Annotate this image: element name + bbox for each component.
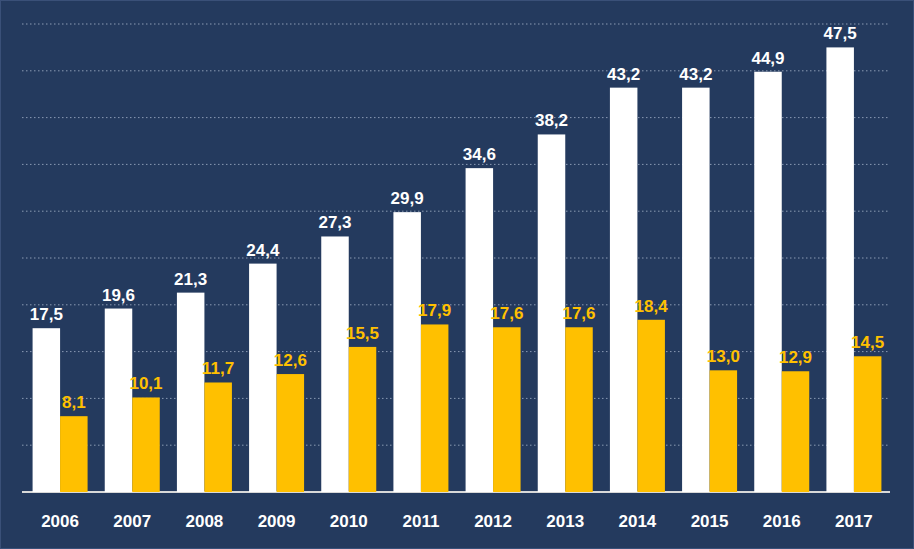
bar	[60, 416, 87, 492]
bar	[105, 309, 133, 492]
bar	[349, 347, 377, 492]
data-label: 38,2	[535, 111, 568, 130]
background	[1, 1, 914, 549]
grid-line	[22, 70, 890, 71]
data-label: 21,3	[174, 270, 207, 289]
bar	[610, 88, 638, 492]
data-label: 43,2	[679, 65, 712, 84]
data-label: 17,6	[490, 304, 523, 323]
data-label: 24,4	[246, 241, 280, 260]
grid	[22, 24, 890, 492]
chart: 17,5 19,6 21,3 24,4 27,3 29,9 34,6 38,2 43,2 43,2…	[0, 0, 914, 549]
data-label: 43,2	[607, 65, 640, 84]
data-label: 17,9	[418, 301, 451, 320]
data-label: 17,5	[30, 305, 63, 324]
bar	[466, 168, 494, 492]
x-tick-label: 2010	[330, 512, 368, 531]
data-label: 13,0	[707, 347, 740, 366]
x-tick-label: 2011	[402, 512, 439, 531]
data-label: 19,6	[102, 286, 135, 305]
data-label: 47,5	[824, 24, 857, 43]
bar	[854, 356, 882, 492]
bar	[565, 327, 593, 492]
bar	[538, 134, 566, 492]
bar	[393, 212, 421, 492]
x-tick-label: 2012	[474, 512, 512, 531]
chart-container: 17,5 19,6 21,3 24,4 27,3 29,9 34,6 38,2 43,2 43,2…	[0, 0, 914, 549]
bar	[826, 47, 854, 492]
x-tick-label: 2007	[113, 512, 151, 531]
data-label: 14,5	[851, 333, 884, 352]
bar	[710, 370, 738, 492]
x-tick-label: 2009	[258, 512, 296, 531]
bar	[132, 397, 160, 492]
data-label: 29,9	[391, 189, 424, 208]
bar	[682, 88, 710, 492]
bar	[33, 328, 61, 492]
x-tick-label: 2016	[763, 512, 801, 531]
bar	[321, 236, 349, 492]
bar	[277, 374, 305, 492]
data-label: 27,3	[318, 213, 351, 232]
data-label: 8,1	[62, 393, 86, 412]
bars	[33, 47, 882, 492]
bar	[421, 324, 449, 492]
x-tick-label: 2014	[619, 512, 657, 531]
bar	[177, 293, 205, 492]
bar	[637, 320, 665, 492]
bar	[754, 72, 782, 492]
data-label: 34,6	[463, 145, 496, 164]
data-label: 10,1	[129, 374, 162, 393]
x-tick-label: 2017	[835, 512, 873, 531]
bar	[204, 382, 232, 492]
data-labels: 17,5 19,6 21,3 24,4 27,3 29,9 34,6 38,2 43,2 43,2…	[30, 24, 884, 412]
bar	[493, 327, 521, 492]
x-tick-label: 2013	[546, 512, 584, 531]
data-label: 15,5	[346, 324, 379, 343]
data-label: 44,9	[751, 49, 784, 68]
data-label: 17,6	[562, 304, 595, 323]
data-label: 12,6	[274, 351, 307, 370]
bar	[249, 264, 276, 492]
x-tick-label: 2008	[186, 512, 224, 531]
x-tick-label: 2006	[41, 512, 79, 531]
data-label: 12,9	[779, 348, 812, 367]
grid-line	[22, 24, 890, 25]
bar	[782, 371, 810, 492]
data-label: 18,4	[635, 297, 669, 316]
x-tick-label: 2015	[691, 512, 729, 531]
data-label: 11,7	[202, 359, 234, 378]
